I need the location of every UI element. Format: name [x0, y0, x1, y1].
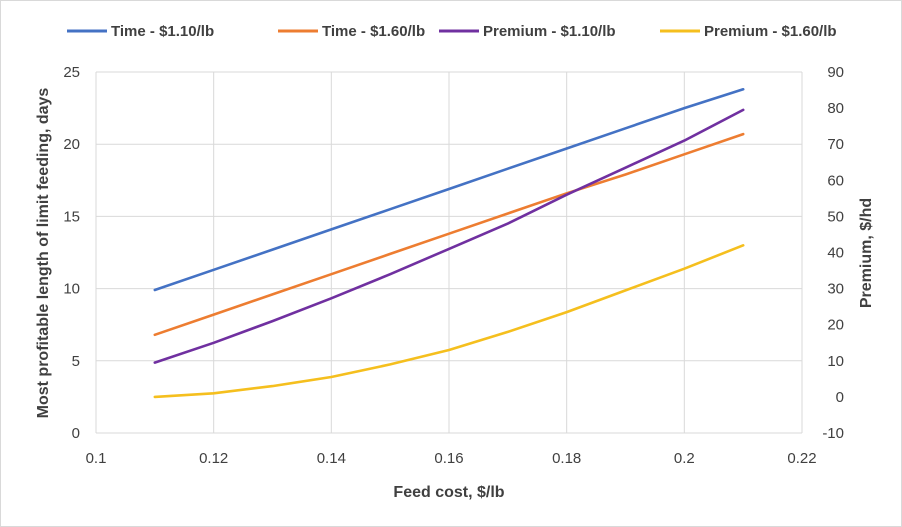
legend-label: Premium - $1.60/lb	[704, 23, 837, 40]
y2-tick-label: 0	[836, 389, 844, 406]
y-tick-label: 25	[63, 64, 80, 81]
x-tick-label: 0.1	[86, 450, 107, 467]
x-tick-label: 0.14	[317, 450, 346, 467]
y2-tick-label: 20	[827, 317, 844, 334]
legend-label: Premium - $1.10/lb	[483, 23, 616, 40]
x-axis-title: Feed cost, $/lb	[393, 484, 504, 501]
y-tick-label: 15	[63, 208, 80, 225]
y-axis-title: Most profitable length of limit feeding,…	[35, 88, 52, 419]
x-tick-label: 0.22	[787, 450, 816, 467]
y-tick-label: 0	[72, 425, 80, 442]
series-line-1	[153, 88, 745, 292]
x-tick-label: 0.12	[199, 450, 228, 467]
y2-tick-label: 50	[827, 208, 844, 225]
y-tick-label: 20	[63, 136, 80, 153]
y-tick-label: 5	[72, 353, 80, 370]
series-line-2	[153, 132, 745, 337]
y2-tick-label: 70	[827, 136, 844, 153]
series-group	[153, 88, 745, 399]
y2-tick-label: 30	[827, 281, 844, 298]
x-tick-label: 0.16	[434, 450, 463, 467]
x-axis-ticks: 0.1 0.12 0.14 0.16 0.18 0.2 0.22	[86, 450, 817, 467]
y-tick-label: 10	[63, 281, 80, 298]
y2-axis-title: Premium, $/hd	[858, 198, 875, 308]
legend: Time - $1.10/lb Time - $1.60/lb Premium - …	[67, 23, 837, 40]
x-tick-label: 0.2	[674, 450, 695, 467]
y2-tick-label: 80	[827, 100, 844, 117]
x-tick-label: 0.18	[552, 450, 581, 467]
y-axis-ticks: 0 5 10 15 20 25	[63, 64, 80, 442]
y2-tick-label: 10	[827, 353, 844, 370]
y2-axis-ticks: -10 0 10 20 30 40 50 60 70 80 90	[822, 64, 844, 442]
legend-label: Time - $1.10/lb	[111, 23, 214, 40]
y2-tick-label: -10	[822, 425, 844, 442]
y2-tick-label: 60	[827, 172, 844, 189]
series-line-4	[153, 244, 745, 399]
y2-tick-label: 90	[827, 64, 844, 81]
gridlines	[95, 71, 803, 434]
legend-label: Time - $1.60/lb	[322, 23, 425, 40]
y2-tick-label: 40	[827, 245, 844, 262]
series-line-3	[153, 108, 745, 364]
